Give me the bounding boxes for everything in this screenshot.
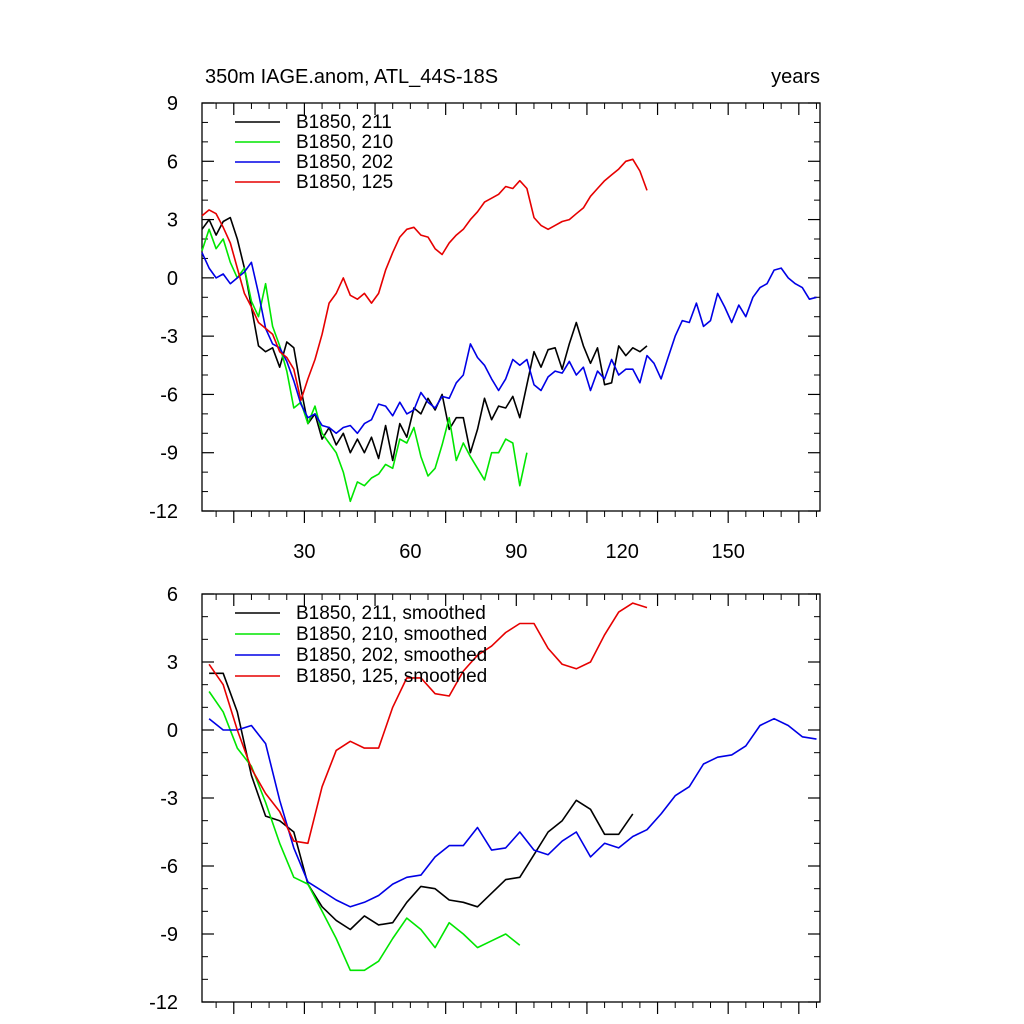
top-chart-title-right: years [771,66,820,88]
bottom-legend-label-210: B1850, 210, smoothed [296,624,487,645]
bottom-plot-frame [201,593,821,1003]
top-ticks: -12 -9 -6 -3 0 3 6 9 30 60 90 120 150 [149,93,820,563]
top-legend-label-211: B1850, 211 [296,112,392,133]
top-series-line-b1850-202 [201,252,817,435]
top-ytick-label: -3 [160,326,178,348]
bottom-ticks: -12 -9 -6 -3 0 3 6 [149,584,820,1014]
top-chart-title: 350m IAGE.anom, ATL_44S-18S [205,66,498,88]
top-series [201,158,817,503]
top-ytick-label: -12 [149,501,178,523]
top-ytick-label: 6 [167,151,178,173]
top-legend: B1850, 211 B1850, 210 B1850, 202 B1850, … [235,112,393,193]
top-legend-label-202: B1850, 202 [296,152,393,173]
bottom-chart: -12 -9 -6 -3 0 3 6 B1850, 211, smoothed B1850,… [149,584,821,1014]
bottom-legend: B1850, 211, smoothed B1850, 210, smoothe… [235,603,487,687]
top-xtick-label: 60 [399,541,421,563]
top-series-line-b1850-210 [201,228,528,503]
bottom-ytick-label: 3 [167,652,178,674]
bottom-ytick-label: -3 [160,788,178,810]
top-xtick-label: 30 [293,541,315,563]
top-ytick-label: 3 [167,210,178,232]
bottom-ytick-label: -6 [160,856,178,878]
bottom-series [208,602,817,972]
top-series-line-b1850-211 [201,216,648,462]
bottom-ytick-label: -12 [149,992,178,1014]
top-ytick-label: 0 [167,268,178,290]
top-legend-label-125: B1850, 125 [296,172,393,193]
bottom-legend-label-125: B1850, 125, smoothed [296,666,487,687]
top-plot-frame [201,102,821,512]
bottom-ytick-label: 6 [167,584,178,606]
top-ytick-label: -6 [160,384,178,406]
top-ytick-label: -9 [160,443,178,465]
top-legend-label-210: B1850, 210 [296,132,393,153]
bottom-series-line-b1850-202-smoothed [208,717,817,908]
bottom-series-line-b1850-125-smoothed [208,602,648,845]
bottom-legend-label-211: B1850, 211, smoothed [296,603,486,624]
bottom-legend-label-202: B1850, 202, smoothed [296,645,487,666]
bottom-series-line-b1850-210-smoothed [208,691,521,972]
bottom-ytick-label: -9 [160,924,178,946]
top-chart: 350m IAGE.anom, ATL_44S-18S years -12-9-… [149,66,821,563]
bottom-series-line-b1850-211-smoothed [209,672,634,931]
top-series-line-b1850-125 [201,158,648,402]
top-xtick-label: 90 [505,541,527,563]
top-ytick-label: 9 [167,93,178,115]
top-xtick-label: 120 [606,541,639,563]
top-xtick-label: 150 [711,541,744,563]
bottom-ytick-label: 0 [167,720,178,742]
